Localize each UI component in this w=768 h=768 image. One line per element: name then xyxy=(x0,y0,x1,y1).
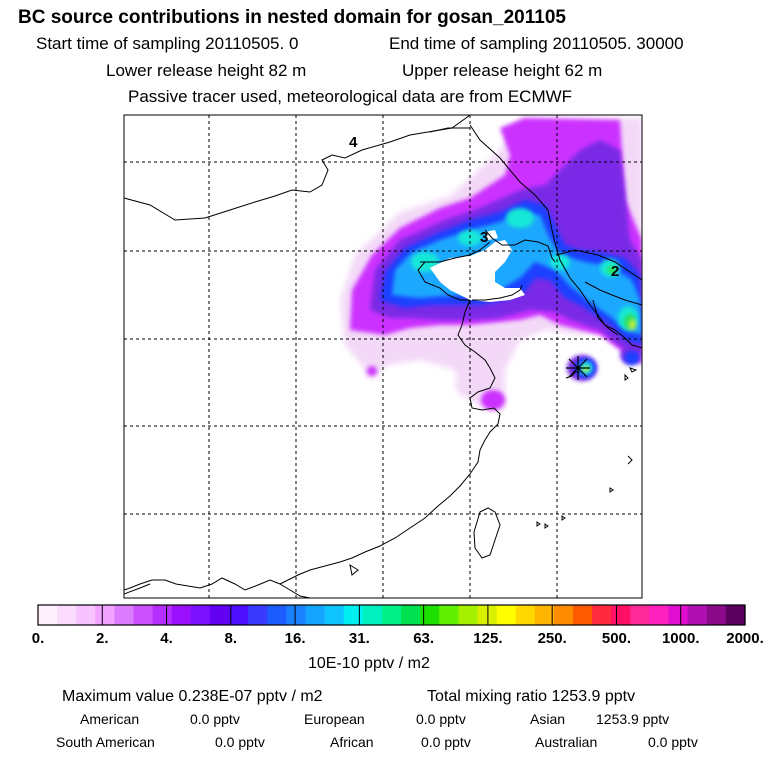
colorbar-cell xyxy=(439,605,459,625)
colorbar-cell xyxy=(171,605,192,625)
colorbar-cell xyxy=(343,605,364,625)
map-grid xyxy=(124,115,642,598)
colorbar-cell xyxy=(95,605,116,625)
colorbar-tick-label: 8. xyxy=(224,630,238,647)
colorbar-cell xyxy=(209,605,230,625)
colorbar-cell xyxy=(76,605,96,625)
colorbar-cell xyxy=(152,605,173,625)
colorbar-cell xyxy=(687,605,708,625)
colorbar-tick-label: 250. xyxy=(537,630,567,647)
colorbar-cell xyxy=(362,605,383,625)
colorbar-cell xyxy=(420,605,440,625)
colorbar-tick-label: 125. xyxy=(473,630,503,647)
lower-release-text: Lower release height 82 m xyxy=(106,61,307,80)
colorbar-cell xyxy=(725,605,746,625)
colorbar-cell xyxy=(267,605,288,625)
colorbar-cell xyxy=(515,605,536,625)
asian-value: 1253.9 pptv xyxy=(596,711,670,727)
receptor-star-icon xyxy=(566,356,590,380)
colorbar-cell xyxy=(573,605,593,625)
south-american-label: South American xyxy=(56,734,155,750)
european-value: 0.0 pptv xyxy=(416,711,466,727)
region-label-3: 3 xyxy=(480,229,488,246)
colorbar-cell xyxy=(381,605,402,625)
total-mixing-text: Total mixing ratio 1253.9 pptv xyxy=(427,688,636,705)
colorbar-cell xyxy=(305,605,326,625)
plume-layer xyxy=(340,118,642,410)
colorbar-cell xyxy=(668,605,689,625)
colorbar-cell xyxy=(229,605,249,625)
colorbar-cell xyxy=(114,605,135,625)
south-american-value: 0.0 pptv xyxy=(215,734,265,750)
european-label: European xyxy=(304,711,365,727)
american-label: American xyxy=(80,711,140,727)
colorbar-cell xyxy=(38,605,58,625)
colorbar-tick-label: 1000. xyxy=(661,630,700,647)
colorbar-cell xyxy=(248,605,268,625)
colorbar-cell xyxy=(57,605,77,625)
colorbar-cell xyxy=(553,605,574,625)
colorbar-tick-label: 500. xyxy=(601,630,632,647)
coastlines xyxy=(124,115,642,598)
colorbar-tick-label: 2000. xyxy=(726,630,764,647)
figure-title: BC source contributions in nested domain… xyxy=(18,7,566,28)
australian-label: Australian xyxy=(535,734,598,750)
american-value: 0.0 pptv xyxy=(190,711,240,727)
tracer-note-text: Passive tracer used, meteorological data… xyxy=(128,87,573,106)
colorbar-cell xyxy=(611,605,631,625)
african-label: African xyxy=(330,734,374,750)
colorbar-tick-label: 4. xyxy=(160,630,173,647)
upper-release-text: Upper release height 62 m xyxy=(402,61,603,80)
colorbar-units: 10E-10 pptv / m2 xyxy=(308,655,430,672)
colorbar-tick-label: 0. xyxy=(31,630,45,647)
colorbar-cell xyxy=(458,605,479,625)
max-value-text: Maximum value 0.238E-07 pptv / m2 xyxy=(62,688,323,705)
colorbar-tick-label: 16. xyxy=(284,630,306,647)
colorbar-cell xyxy=(477,605,498,625)
colorbar-tick-label: 2. xyxy=(96,630,109,647)
colorbar-cell xyxy=(649,605,670,625)
end-time-text: End time of sampling 20110505. 30000 xyxy=(389,34,684,53)
colorbar-cell xyxy=(133,605,154,625)
colorbar-tick-label: 63. xyxy=(413,630,435,647)
region-label-2: 2 xyxy=(611,263,619,280)
colorbar-frame xyxy=(37,604,746,626)
colorbar-cell xyxy=(592,605,612,625)
colorbar-cell xyxy=(496,605,517,625)
colorbar-cell xyxy=(324,605,345,625)
colorbar-cell xyxy=(286,605,307,625)
colorbar-cell xyxy=(401,605,421,625)
colorbar-cell xyxy=(534,605,555,625)
region-label-4: 4 xyxy=(349,134,358,151)
map-frame xyxy=(123,114,643,599)
colorbar xyxy=(38,605,746,625)
colorbar-cell xyxy=(630,605,651,625)
colorbar-cell xyxy=(190,605,211,625)
australian-value: 0.0 pptv xyxy=(648,734,698,750)
african-value: 0.0 pptv xyxy=(421,734,471,750)
start-time-text: Start time of sampling 20110505. 0 xyxy=(36,34,299,53)
colorbar-tick-label: 31. xyxy=(348,630,370,647)
asian-label: Asian xyxy=(530,711,566,727)
colorbar-cell xyxy=(706,605,727,625)
